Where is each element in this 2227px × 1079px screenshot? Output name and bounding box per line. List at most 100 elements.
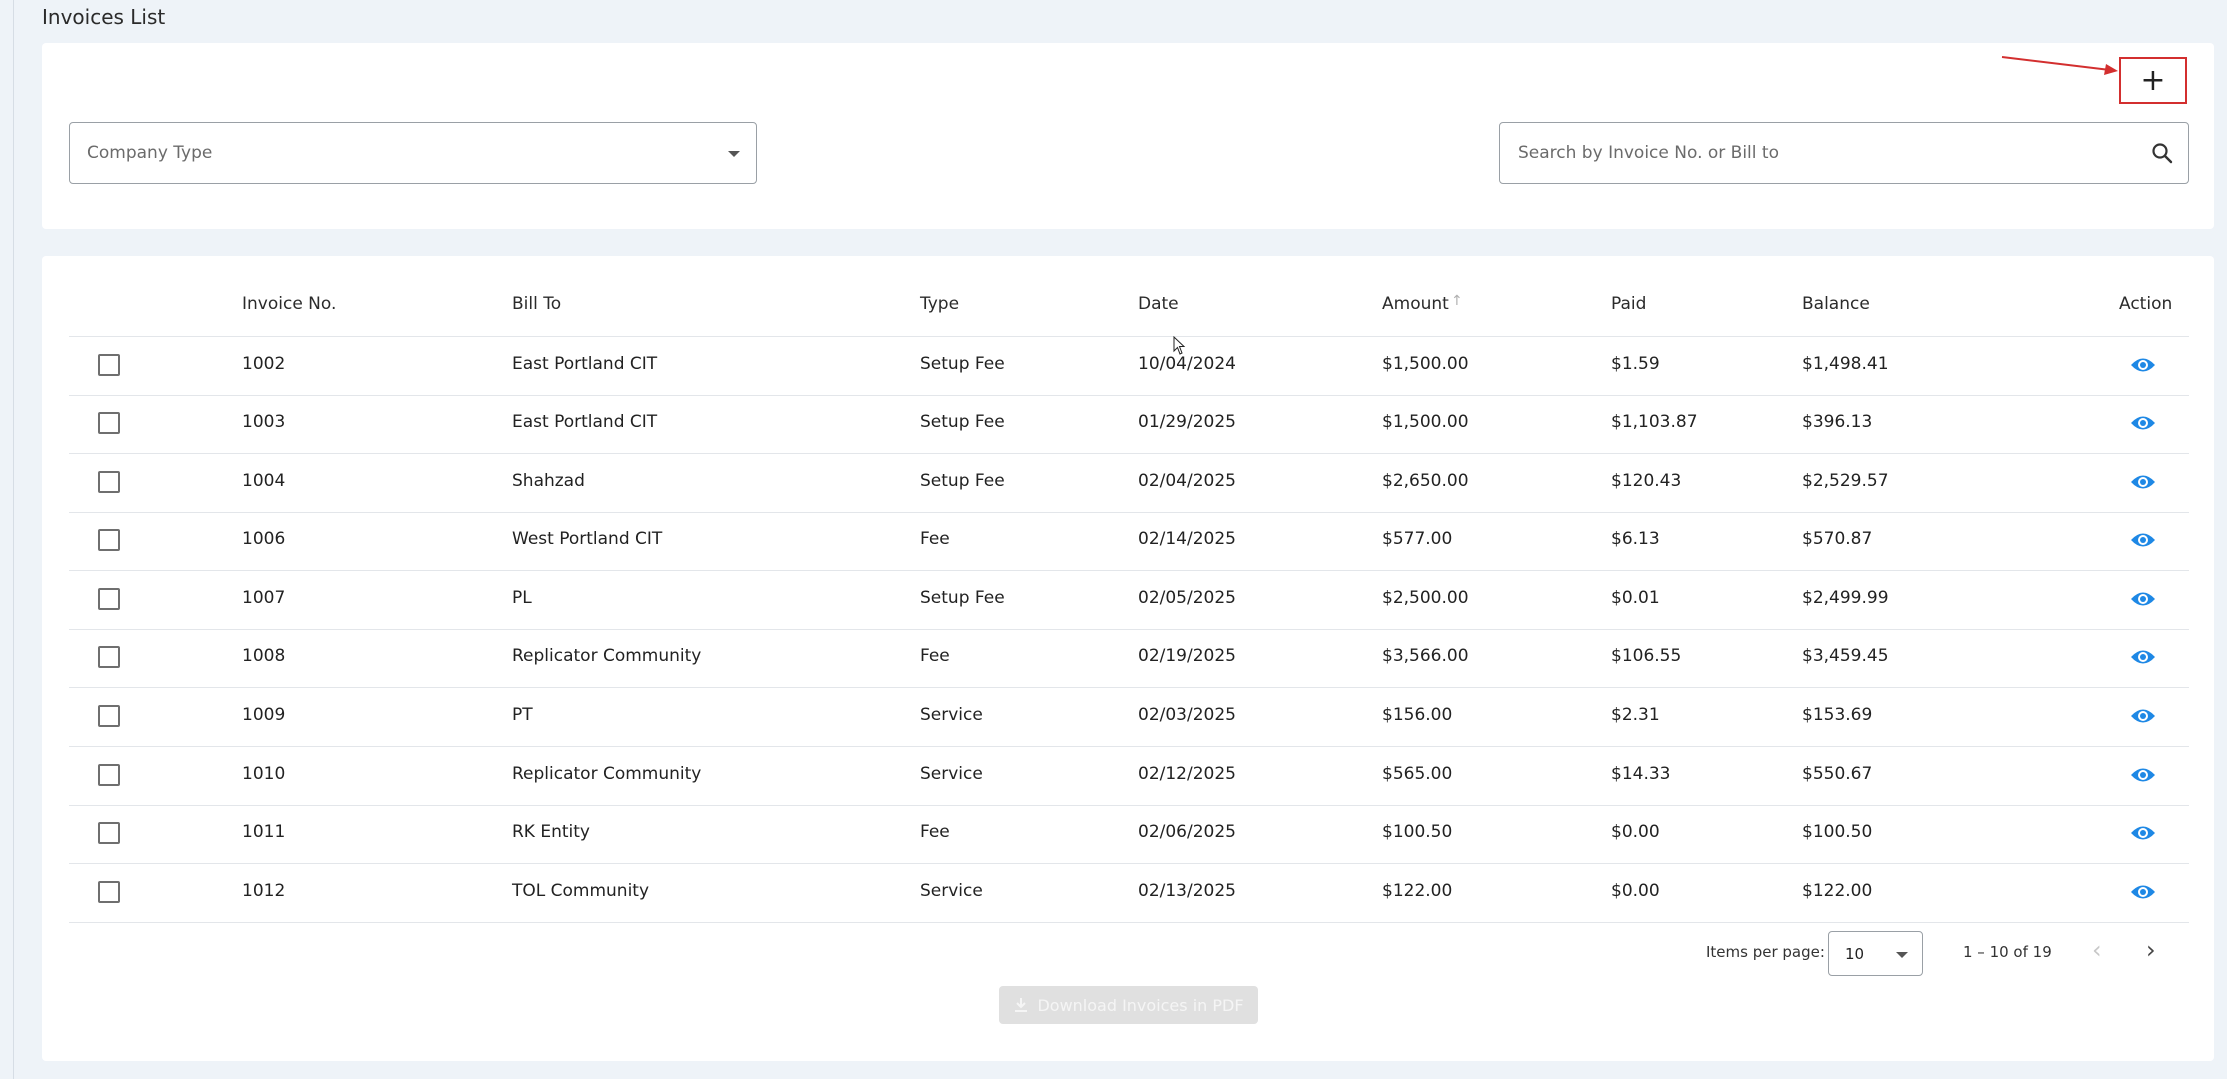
cell-balance: $153.69 <box>1802 705 1873 726</box>
header-divider <box>69 336 2189 337</box>
cell-date: 10/04/2024 <box>1138 354 1236 375</box>
cell-invoice-no: 1007 <box>242 588 286 609</box>
search-field <box>1499 122 2189 184</box>
row-checkbox[interactable] <box>98 471 120 494</box>
search-input[interactable] <box>1501 124 2121 182</box>
cell-type: Fee <box>920 822 950 843</box>
cell-invoice-no: 1009 <box>242 705 286 726</box>
cell-invoice-no: 1011 <box>242 822 286 843</box>
header-action: Action <box>2119 294 2173 314</box>
cell-date: 02/03/2025 <box>1138 705 1236 726</box>
row-checkbox[interactable] <box>98 822 120 845</box>
eye-icon[interactable] <box>2130 590 2156 608</box>
header-type[interactable]: Type <box>920 294 960 314</box>
items-per-page-select[interactable]: 10 <box>1828 931 1923 976</box>
chevron-left-icon[interactable]: ‹ <box>2092 936 2102 964</box>
row-checkbox[interactable] <box>98 764 120 787</box>
header-bill-to[interactable]: Bill To <box>512 294 562 314</box>
eye-icon[interactable] <box>2130 883 2156 901</box>
cell-balance: $550.67 <box>1802 764 1873 785</box>
pagination-range: 1 – 10 of 19 <box>1963 943 2052 961</box>
chevron-right-icon[interactable]: › <box>2146 936 2156 964</box>
cell-amount: $3,566.00 <box>1382 646 1469 667</box>
cell-date: 02/12/2025 <box>1138 764 1236 785</box>
cell-date: 02/05/2025 <box>1138 588 1236 609</box>
cell-date: 02/06/2025 <box>1138 822 1236 843</box>
cell-bill-to: TOL Community <box>512 881 650 902</box>
cell-balance: $122.00 <box>1802 881 1873 902</box>
cell-bill-to: PL <box>512 588 532 609</box>
cell-paid: $6.13 <box>1611 529 1660 550</box>
header-date[interactable]: Date <box>1138 294 1179 314</box>
eye-icon[interactable] <box>2130 707 2156 725</box>
cell-type: Setup Fee <box>920 471 1005 492</box>
cell-bill-to: West Portland CIT <box>512 529 663 550</box>
cell-amount: $156.00 <box>1382 705 1453 726</box>
items-per-page-value: 10 <box>1845 944 1865 963</box>
row-checkbox[interactable] <box>98 588 120 611</box>
header-paid[interactable]: Paid <box>1611 294 1647 314</box>
annotation-arrow <box>2001 56 2118 75</box>
row-checkbox[interactable] <box>98 529 120 552</box>
header-amount[interactable]: Amount <box>1382 294 1449 314</box>
cell-bill-to: Shahzad <box>512 471 585 492</box>
add-invoice-button[interactable]: + <box>2119 57 2187 104</box>
search-icon[interactable] <box>2150 141 2174 165</box>
cell-paid: $14.33 <box>1611 764 1671 785</box>
cell-invoice-no: 1004 <box>242 471 286 492</box>
eye-icon[interactable] <box>2130 824 2156 842</box>
row-checkbox[interactable] <box>98 705 120 728</box>
header-balance[interactable]: Balance <box>1802 294 1870 314</box>
cell-balance: $100.50 <box>1802 822 1873 843</box>
plus-icon: + <box>2140 62 2166 98</box>
row-divider <box>69 687 2189 688</box>
download-pdf-button[interactable]: Download Invoices in PDF <box>999 986 1258 1024</box>
invoices-table-card <box>42 256 2214 1061</box>
eye-icon[interactable] <box>2130 648 2156 666</box>
row-checkbox[interactable] <box>98 412 120 435</box>
cell-paid: $1.59 <box>1611 354 1660 375</box>
cell-balance: $570.87 <box>1802 529 1873 550</box>
cell-bill-to: Replicator Community <box>512 764 702 785</box>
cell-date: 02/04/2025 <box>1138 471 1236 492</box>
cell-invoice-no: 1012 <box>242 881 286 902</box>
page-title: Invoices List <box>42 5 166 29</box>
mouse-cursor <box>1173 336 1186 355</box>
download-icon <box>1015 998 1028 1012</box>
chevron-down-icon <box>1896 952 1908 958</box>
row-divider <box>69 570 2189 571</box>
cell-date: 01/29/2025 <box>1138 412 1236 433</box>
row-checkbox[interactable] <box>98 881 120 904</box>
cell-date: 02/13/2025 <box>1138 881 1236 902</box>
cell-paid: $2.31 <box>1611 705 1660 726</box>
cell-balance: $3,459.45 <box>1802 646 1889 667</box>
row-divider <box>69 512 2189 513</box>
cell-bill-to: PT <box>512 705 533 726</box>
eye-icon[interactable] <box>2130 766 2156 784</box>
eye-icon[interactable] <box>2130 473 2156 491</box>
row-divider <box>69 453 2189 454</box>
row-divider <box>69 863 2189 864</box>
eye-icon[interactable] <box>2130 356 2156 374</box>
cell-invoice-no: 1008 <box>242 646 286 667</box>
company-type-placeholder: Company Type <box>87 143 213 163</box>
row-divider <box>69 746 2189 747</box>
cell-amount: $2,500.00 <box>1382 588 1469 609</box>
cell-balance: $2,529.57 <box>1802 471 1889 492</box>
cell-type: Service <box>920 764 983 785</box>
row-divider <box>69 922 2189 923</box>
cell-bill-to: East Portland CIT <box>512 354 658 375</box>
cell-invoice-no: 1002 <box>242 354 286 375</box>
row-checkbox[interactable] <box>98 354 120 377</box>
header-invoice-no[interactable]: Invoice No. <box>242 294 337 314</box>
cell-type: Setup Fee <box>920 354 1005 375</box>
company-type-select[interactable]: Company Type <box>69 122 757 184</box>
cell-type: Service <box>920 881 983 902</box>
cell-date: 02/14/2025 <box>1138 529 1236 550</box>
cell-invoice-no: 1003 <box>242 412 286 433</box>
arrow-up-icon[interactable]: ↑ <box>1451 293 1463 309</box>
eye-icon[interactable] <box>2130 414 2156 432</box>
eye-icon[interactable] <box>2130 531 2156 549</box>
cell-date: 02/19/2025 <box>1138 646 1236 667</box>
row-checkbox[interactable] <box>98 646 120 669</box>
